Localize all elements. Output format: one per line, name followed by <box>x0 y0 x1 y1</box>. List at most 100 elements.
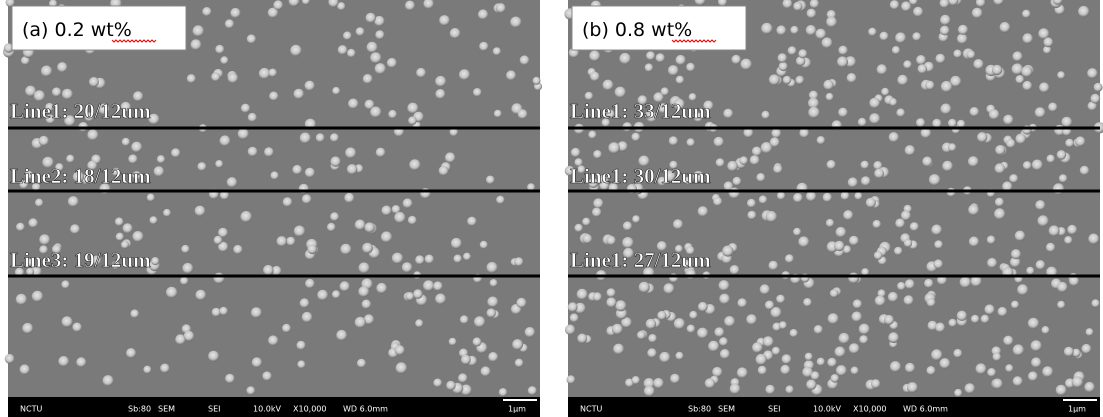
particle <box>358 286 369 297</box>
info-bar-text: 1µm <box>1068 405 1086 414</box>
particle <box>874 251 883 260</box>
particle <box>202 7 211 16</box>
particle <box>570 313 579 322</box>
particle <box>793 193 803 203</box>
particle <box>830 289 839 298</box>
particle <box>1081 344 1091 354</box>
particle <box>823 193 832 202</box>
particle <box>698 302 708 312</box>
particle <box>793 2 802 11</box>
particle <box>481 366 491 376</box>
particle <box>929 174 941 186</box>
particle <box>387 58 397 68</box>
particle <box>76 357 86 367</box>
particle <box>193 25 205 37</box>
particle <box>506 70 516 80</box>
particle <box>528 386 537 395</box>
particle <box>1026 267 1034 275</box>
particle <box>793 228 801 236</box>
particle <box>490 279 498 287</box>
particle <box>965 383 976 394</box>
particle <box>765 301 774 310</box>
particle <box>115 217 124 226</box>
particle <box>972 8 983 19</box>
particle <box>603 80 614 91</box>
particle <box>593 150 602 159</box>
particle <box>763 336 774 347</box>
particle <box>1039 82 1049 92</box>
particle <box>747 211 756 220</box>
particle <box>1021 66 1032 77</box>
particle <box>286 237 295 246</box>
particle <box>355 317 366 328</box>
particle <box>409 159 420 170</box>
particle <box>859 335 868 344</box>
particle <box>686 63 695 72</box>
particle <box>895 32 906 43</box>
particle <box>577 289 588 300</box>
particle <box>663 283 674 294</box>
particle <box>758 366 767 375</box>
particle <box>435 89 445 99</box>
particle <box>302 194 312 204</box>
particle <box>940 104 951 115</box>
particle <box>62 316 73 327</box>
particle <box>806 380 816 390</box>
particle <box>817 358 825 366</box>
particle <box>646 51 655 60</box>
particle <box>1022 81 1032 91</box>
particle <box>180 277 188 285</box>
panel-label-text: (a) 0.2 <box>22 19 85 41</box>
line-count-label: Line2: 18/12um <box>10 164 151 188</box>
particle <box>22 323 33 334</box>
info-bar-text: 10.0kV <box>813 405 841 414</box>
particle <box>637 331 646 340</box>
panel-label: (b) 0.8wt% <box>582 19 692 41</box>
particle <box>806 191 816 201</box>
panel-label-unit: wt% <box>651 19 692 41</box>
particle <box>729 188 740 199</box>
particle <box>166 287 178 299</box>
particle <box>478 9 488 19</box>
particle <box>1072 376 1083 387</box>
particle <box>1086 328 1094 336</box>
particle <box>808 107 820 119</box>
particle <box>1015 75 1024 84</box>
particle <box>300 298 310 308</box>
particle <box>713 197 722 206</box>
particle <box>722 246 733 257</box>
particle <box>435 294 446 305</box>
particle <box>981 315 990 324</box>
particle <box>892 46 900 54</box>
particle <box>16 223 25 232</box>
particle <box>394 212 405 223</box>
particle <box>987 258 997 268</box>
particle <box>995 145 1005 155</box>
particle <box>931 349 942 360</box>
figure: Line1: 20/12umLine2: 18/12umLine3: 19/12… <box>0 0 1103 417</box>
particle <box>439 15 450 26</box>
particle <box>858 118 867 127</box>
divider-line <box>568 190 1100 193</box>
particle <box>160 364 170 374</box>
particle <box>778 53 788 63</box>
particle <box>1048 103 1057 112</box>
particle <box>375 63 386 74</box>
particle <box>769 74 780 85</box>
info-bar-text: 1µm <box>508 405 526 414</box>
particle <box>977 132 987 142</box>
particle <box>251 307 262 318</box>
particle <box>181 245 189 253</box>
particle <box>215 45 224 54</box>
particle <box>866 198 876 208</box>
particle <box>838 108 848 118</box>
particle <box>1012 63 1024 75</box>
particle <box>826 219 834 227</box>
particle <box>131 142 142 153</box>
particle <box>1011 301 1019 309</box>
particle <box>727 161 738 172</box>
particle <box>446 381 456 391</box>
particle <box>395 345 405 355</box>
particle <box>451 238 462 249</box>
particle <box>905 279 915 289</box>
